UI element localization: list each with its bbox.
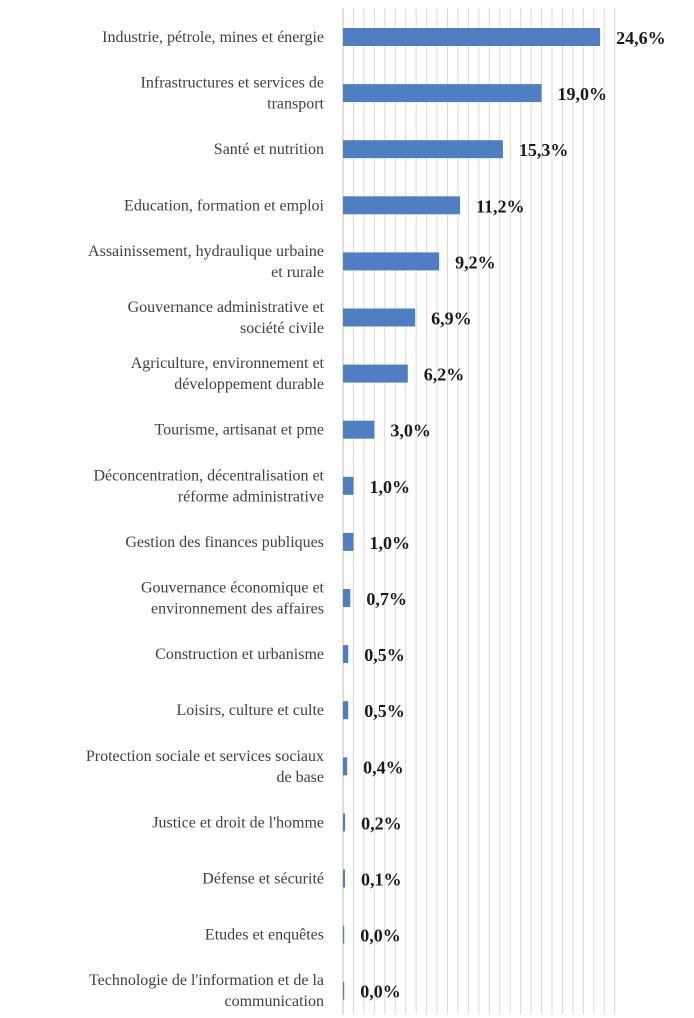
bar	[343, 84, 542, 103]
data-label: 9,2%	[455, 252, 496, 272]
bar	[343, 757, 348, 776]
data-label: 0,2%	[361, 813, 402, 833]
bar	[343, 813, 346, 832]
data-label: 24,6%	[616, 28, 666, 48]
data-label: 19,0%	[558, 84, 608, 104]
bar	[343, 420, 375, 439]
category-label: Tourisme, artisanat et pme	[155, 422, 325, 439]
gridlines	[342, 8, 616, 1014]
data-label: 6,9%	[431, 309, 472, 329]
data-label: 0,1%	[361, 870, 402, 890]
category-label: Assainissement, hydraulique urbaine	[88, 243, 324, 260]
category-label: société civile	[240, 320, 324, 337]
category-label: Protection sociale et services sociaux	[86, 748, 324, 765]
category-label: environnement des affaires	[151, 601, 324, 618]
bar	[343, 28, 601, 46]
data-label: 0,0%	[360, 926, 401, 946]
bar	[343, 140, 503, 159]
data-label: 0,0%	[360, 982, 401, 1002]
bar	[343, 308, 416, 327]
category-label: Etudes et enquêtes	[205, 927, 324, 944]
bar	[343, 589, 351, 607]
category-labels: Industrie, pétrole, mines et énergie Infr…	[86, 29, 325, 1010]
category-label: Gouvernance économique et	[141, 580, 325, 597]
category-label: Défense et sécurité	[202, 871, 324, 888]
data-label: 0,5%	[364, 701, 405, 721]
bar	[343, 252, 440, 271]
bar	[343, 869, 345, 888]
data-label: 15,3%	[519, 140, 569, 160]
data-label: 0,4%	[363, 757, 404, 777]
category-label: de base	[276, 769, 324, 786]
data-label: 1,0%	[369, 477, 410, 497]
bar	[343, 476, 354, 495]
category-label: Gouvernance administrative et	[128, 299, 325, 316]
category-label: réforme administrative	[178, 488, 324, 505]
data-label: 11,2%	[476, 196, 525, 216]
category-label: Construction et urbanisme	[155, 646, 324, 663]
category-label: développement durable	[174, 376, 324, 393]
category-label: Technologie de l'information et de la	[89, 972, 324, 989]
category-label: Déconcentration, décentralisation et	[93, 467, 324, 484]
category-label: Infrastructures et services de	[141, 75, 324, 92]
bars	[343, 28, 601, 1000]
bar	[343, 364, 408, 383]
bar	[343, 925, 345, 944]
data-label: 6,2%	[424, 365, 465, 385]
category-label: Justice et droit de l'homme	[152, 814, 324, 831]
data-label: 0,7%	[366, 589, 407, 609]
category-label: Gestion des finances publiques	[125, 534, 324, 551]
category-label: Loisirs, culture et culte	[176, 702, 324, 719]
bar	[343, 981, 345, 1000]
category-label: et rurale	[271, 264, 324, 281]
category-label: Agriculture, environnement et	[131, 355, 325, 372]
category-label: Santé et nutrition	[214, 141, 324, 158]
bar	[343, 701, 349, 720]
bar	[343, 645, 349, 664]
data-label: 0,5%	[364, 645, 405, 665]
bar	[343, 532, 354, 551]
data-label: 3,0%	[390, 421, 431, 441]
bar	[343, 196, 461, 215]
category-label: Industrie, pétrole, mines et énergie	[102, 29, 324, 46]
category-label: transport	[267, 96, 324, 113]
value-labels: 24,6% 19,0% 15,3% 11,2% 9,2% 6,9% 6,2% 3,0% 1,0%…	[360, 28, 665, 1002]
data-label: 1,0%	[369, 533, 410, 553]
category-label: communication	[224, 993, 324, 1010]
category-label: Education, formation et emploi	[124, 197, 325, 214]
